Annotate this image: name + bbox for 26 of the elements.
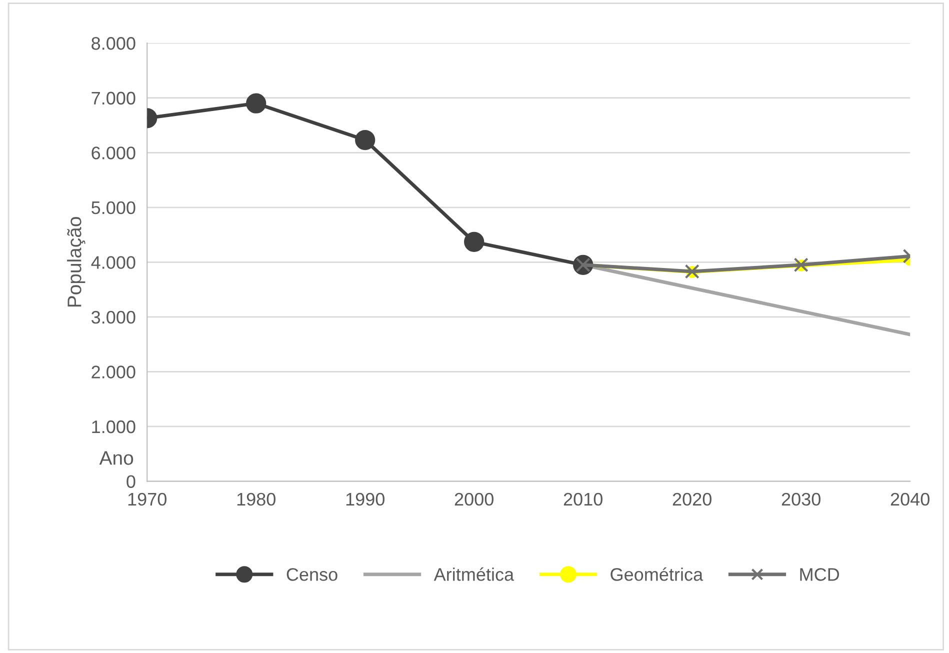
x-tick-label: 1980 [237,492,276,506]
x-tick-label: 2010 [564,492,602,506]
x-tick-label: 2040 [890,492,930,506]
y-tick-label: 4.000 [91,256,136,269]
point [246,93,266,114]
x-tick-label: 1970 [128,492,166,506]
x-tick-label: 2020 [672,492,712,506]
point [464,232,484,252]
y-tick-label: 2.000 [92,366,136,378]
legend-label: Aritmética [434,567,514,581]
y-axis-title: População [67,217,86,307]
x-tick-label: 1990 [346,492,384,506]
x-tick-label: 2030 [782,492,820,506]
y-tick-label: 6.000 [92,146,136,160]
y-tick-label: 1.000 [92,420,136,434]
legend-label: Geométrica [610,567,704,581]
y-tick-label: 8.000 [92,37,136,50]
x-axis-title: Ano [99,451,134,465]
legend-label: MCD [800,568,840,581]
point [355,130,376,150]
y-tick-label: 7.000 [92,92,136,105]
x-tick-label: 2000 [454,492,494,506]
y-tick-label: 3.000 [91,310,136,324]
legend-label: Censo [286,568,338,581]
y-tick-label: 5.000 [92,201,136,214]
y-tick-label: 0 [126,475,136,488]
